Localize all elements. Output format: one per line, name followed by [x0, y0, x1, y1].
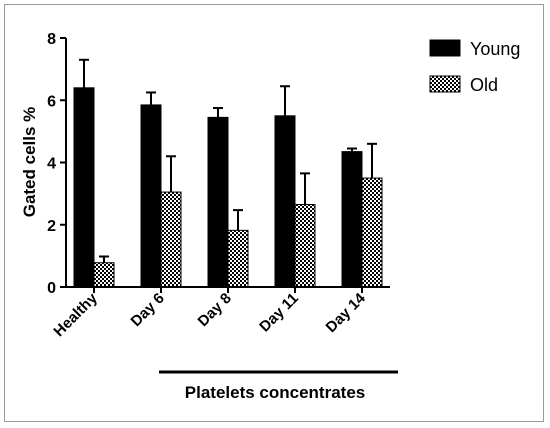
plot-area [73, 58, 383, 288]
bar-old-day-8 [227, 229, 249, 288]
x-tick-label: Day 14 [323, 289, 370, 336]
legend-swatch-young [429, 39, 461, 57]
x-tick-label: Day 11 [256, 290, 302, 336]
x-tick-label: Day 8 [195, 290, 235, 330]
y-tick-label: 0 [47, 280, 56, 297]
x-axis-title: Platelets concentrates [185, 383, 365, 402]
bar-old-day-14 [361, 177, 383, 288]
legend-label-young: Young [470, 39, 520, 59]
x-tick-label: Day 6 [128, 290, 168, 330]
legend-label-old: Old [470, 75, 498, 95]
bar-young-healthy [73, 87, 95, 288]
legend: Young Old [429, 39, 520, 95]
y-tick-label: 2 [47, 218, 56, 235]
y-tick-label: 6 [47, 93, 56, 110]
bar-young-day-8 [207, 116, 229, 288]
x-tick-label: Healthy [50, 289, 101, 340]
y-tick-label: 8 [47, 31, 56, 48]
bar-old-day-6 [160, 191, 182, 288]
bar-young-day-6 [140, 104, 162, 288]
bar-young-day-14 [341, 151, 363, 288]
legend-swatch-old [429, 75, 461, 93]
y-axis-title: Gated cells % [20, 107, 39, 218]
bar-old-healthy [93, 262, 115, 288]
bar-old-day-11 [294, 204, 316, 288]
bar-young-day-11 [274, 115, 296, 288]
y-tick-label: 4 [47, 156, 56, 173]
